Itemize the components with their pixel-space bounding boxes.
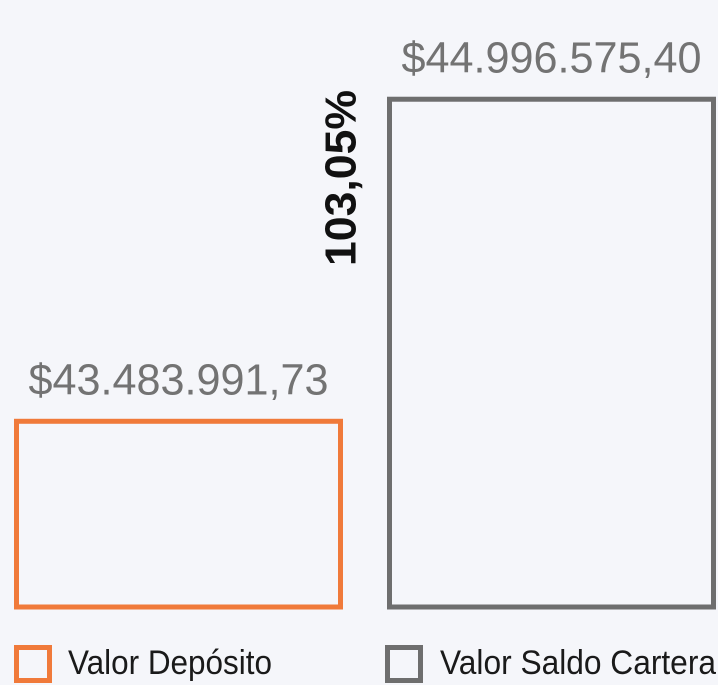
bar bbox=[14, 418, 343, 610]
legend-swatch bbox=[14, 645, 52, 683]
legend-label: Valor Depósito bbox=[68, 644, 272, 682]
legend-swatch bbox=[385, 645, 423, 683]
bar bbox=[387, 96, 716, 610]
value-label: $43.483.991,73 bbox=[29, 355, 329, 404]
legend-label: Valor Saldo Cartera bbox=[440, 644, 716, 682]
ratio-annotation: 103,05% bbox=[317, 90, 366, 266]
value-label: $44.996.575,40 bbox=[402, 33, 702, 82]
